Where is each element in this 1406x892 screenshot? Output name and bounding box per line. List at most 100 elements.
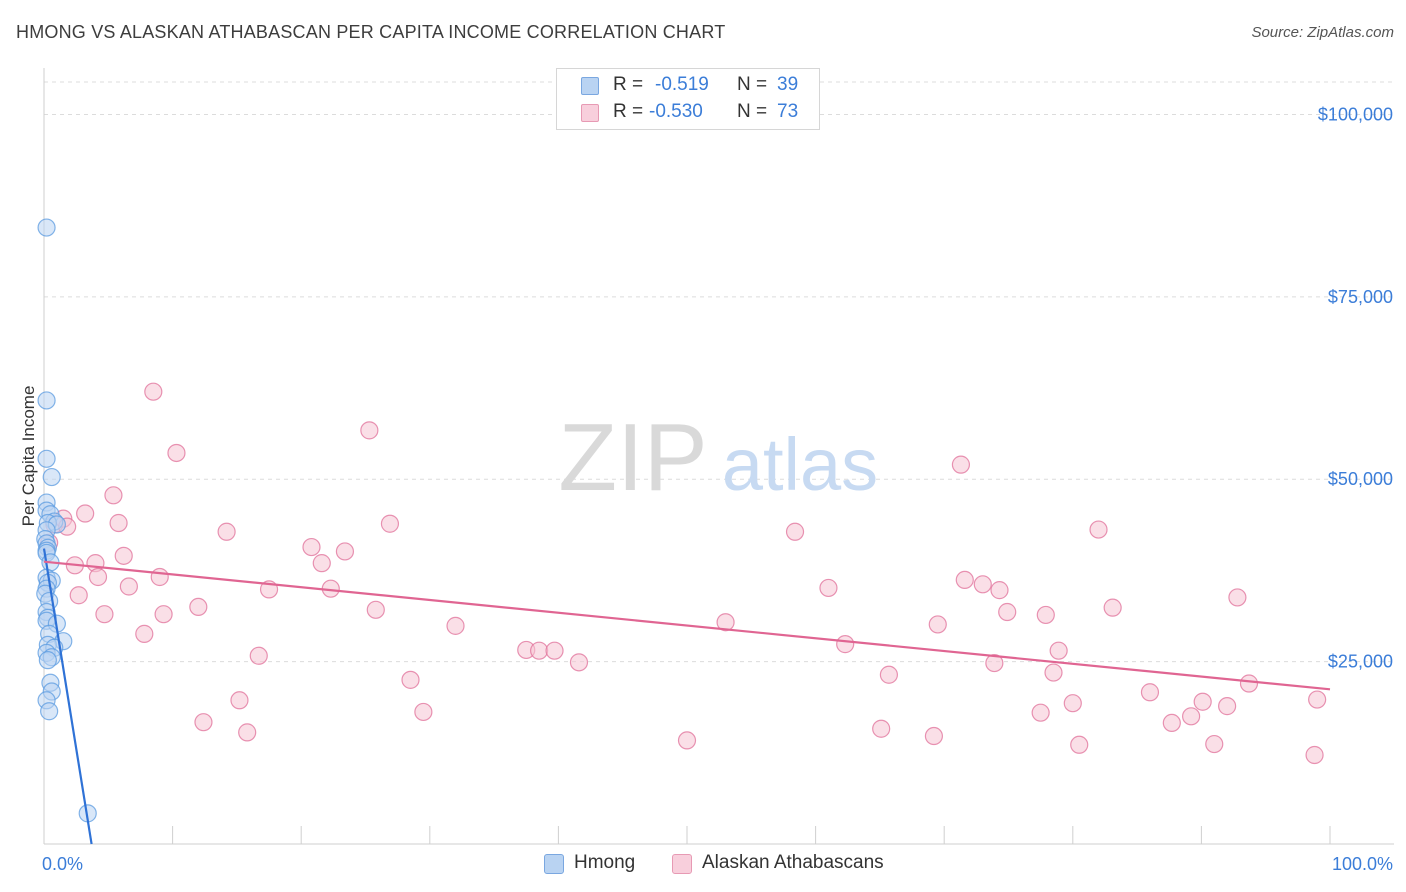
alaskan-athabascan-point: [1218, 697, 1237, 716]
alaskan-athabascan-point: [872, 719, 891, 738]
alaskan-athabascan-point: [1182, 707, 1201, 726]
axes: [43, 68, 1394, 845]
alaskan-athabascan-point: [1089, 520, 1108, 539]
legend-r-label: R =: [613, 74, 644, 95]
bottom-legend-label-hmong: Hmong: [574, 852, 636, 873]
alaskan-athabascan-point: [104, 486, 123, 505]
alaskan-athabascan-point: [1044, 663, 1063, 682]
alaskan-athabascan-point: [366, 600, 385, 619]
alaskan-athabascan-point: [836, 635, 855, 654]
alaskan-athabascan-point: [217, 522, 236, 541]
alaskan-athabascan-point: [312, 554, 331, 573]
x-tick-label-max: 100.0%: [1332, 854, 1393, 874]
alaskan-athabascan-point: [530, 641, 549, 660]
alaskan-athabascan-point: [879, 665, 899, 684]
tick-labels: $25,000 $50,000 $75,000 $100,000 0.0% 100.0%: [42, 104, 1393, 874]
legend-n-label: N =: [737, 101, 768, 122]
alaskan-athabascan-point: [1162, 713, 1181, 732]
bottom-legend-swatch-alaskan-athabascans: [672, 854, 692, 874]
alaskan-athabascan-point: [414, 702, 433, 722]
alaskan-athabascan-point: [401, 670, 420, 689]
alaskan-athabascan-point: [335, 542, 355, 561]
y-tick-label: $25,000: [1328, 652, 1393, 672]
watermark-zip: ZIP: [558, 404, 707, 511]
y-tick-label: $100,000: [1318, 104, 1393, 124]
alaskan-athabascan-point: [924, 726, 944, 746]
alaskan-athabascan-point: [716, 613, 735, 632]
hmong-point: [38, 651, 57, 670]
alaskan-athabascan-trend-line: [43, 560, 1331, 691]
alaskan-athabascan-point: [1205, 734, 1224, 754]
alaskan-athabascan-point: [1036, 605, 1055, 625]
legend-n-value: 73: [777, 101, 799, 122]
watermark: ZIP atlas: [558, 404, 878, 511]
alaskan-athabascan-point: [360, 421, 379, 440]
alaskan-athabascan-point: [1193, 692, 1212, 711]
alaskan-athabascan-point: [569, 653, 589, 672]
alaskan-athabascan-point: [109, 513, 128, 533]
alaskan-athabascan-point: [819, 578, 838, 598]
alaskan-athabascan-point: [545, 641, 564, 660]
bottom-legend-swatch-hmong: [544, 854, 564, 874]
alaskan-athabascan-point: [985, 653, 1004, 673]
alaskan-athabascan-point: [446, 616, 465, 635]
alaskan-athabascan-point: [998, 602, 1017, 622]
alaskan-athabascan-point: [76, 504, 95, 523]
alaskan-athabascan-point: [1070, 735, 1089, 754]
alaskan-athabascan-point: [167, 443, 186, 463]
alaskan-athabascan-point: [230, 691, 249, 710]
alaskan-athabascan-point: [973, 575, 992, 594]
alaskan-athabascan-point: [302, 537, 321, 557]
chart-title: HMONG VS ALASKAN ATHABASCAN PER CAPITA I…: [16, 22, 726, 42]
legend-r-label: R =: [613, 101, 644, 122]
data-points: [36, 218, 1327, 823]
hmong-point: [37, 391, 56, 410]
legend-swatch-hmong: [581, 77, 599, 95]
bottom-legend-label-alaskan-athabascans: Alaskan Athabascans: [702, 852, 884, 873]
hmong-point: [37, 449, 56, 468]
trend-lines: [42, 548, 1331, 845]
alaskan-athabascan-point: [249, 646, 268, 665]
alaskan-athabascan-point: [119, 577, 138, 596]
alaskan-athabascan-point: [238, 723, 257, 742]
alaskan-athabascan-point: [1239, 674, 1259, 693]
alaskan-athabascan-point: [135, 624, 154, 643]
alaskan-athabascan-point: [194, 713, 213, 732]
hmong-trend-line: [42, 548, 93, 845]
legend-r-value: -0.519: [655, 74, 709, 95]
alaskan-athabascan-point: [990, 581, 1009, 600]
source-label: Source: ZipAtlas.com: [1251, 24, 1394, 41]
alaskan-athabascan-point: [1103, 598, 1122, 617]
y-axis-label: Per Capita Income: [19, 386, 38, 527]
alaskan-athabascan-point: [154, 605, 173, 624]
alaskan-athabascan-point: [955, 570, 974, 590]
alaskan-athabascan-point: [1063, 694, 1082, 713]
alaskan-athabascan-point: [1140, 683, 1160, 702]
legend-r-value: -0.530: [649, 101, 703, 122]
alaskan-athabascan-point: [1031, 703, 1050, 722]
alaskan-athabascan-point: [1308, 690, 1327, 709]
alaskan-athabascan-point: [1228, 588, 1247, 607]
legend-swatch-alaskan-athabascans: [581, 104, 599, 122]
hmong-point: [40, 702, 59, 721]
alaskan-athabascan-point: [189, 597, 208, 617]
alaskan-athabascan-point: [1049, 641, 1068, 660]
y-tick-label: $75,000: [1328, 287, 1393, 307]
x-tick-label-min: 0.0%: [42, 854, 83, 874]
hmong-point: [37, 218, 56, 237]
alaskan-athabascan-point: [114, 546, 133, 565]
alaskan-athabascan-point: [150, 567, 169, 587]
alaskan-athabascan-point: [951, 455, 971, 474]
alaskan-athabascan-point: [95, 605, 114, 624]
alaskan-athabascan-point: [1305, 745, 1324, 765]
grid-lines: [44, 81, 1394, 663]
alaskan-athabascan-point: [380, 514, 400, 533]
alaskan-athabascan-point: [928, 615, 947, 634]
watermark-atlas: atlas: [722, 423, 878, 506]
legend-n-value: 39: [777, 74, 799, 95]
alaskan-athabascan-point: [785, 522, 805, 541]
correlation-legend: R = -0.519 N = 39 R = -0.530 N = 73: [556, 68, 820, 130]
hmong-point: [42, 467, 61, 487]
